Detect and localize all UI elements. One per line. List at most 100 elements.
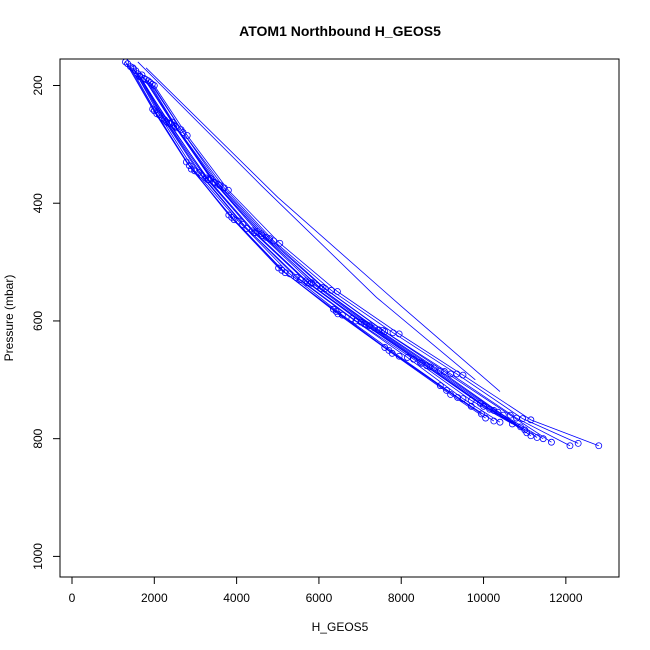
data-point (251, 229, 259, 237)
data-point (519, 415, 527, 423)
data-point (443, 387, 450, 394)
series-line (153, 85, 599, 447)
data-point (482, 414, 489, 422)
data-point (486, 405, 494, 413)
y-tick-label: 600 (31, 311, 45, 331)
data-point (136, 72, 144, 80)
series-line (145, 79, 544, 440)
y-tick-label: 200 (31, 75, 45, 95)
data-point (124, 60, 131, 68)
profile-series (148, 80, 582, 447)
series-line (151, 84, 579, 444)
profile-series (130, 65, 504, 426)
data-point (332, 308, 340, 315)
data-point (278, 266, 286, 274)
data-point (527, 416, 535, 424)
data-point (195, 169, 203, 177)
series-line (141, 74, 538, 438)
data-point (297, 276, 304, 284)
data-point (224, 186, 232, 194)
profile-segment (145, 67, 501, 392)
data-point (220, 184, 228, 192)
data-point (179, 129, 187, 136)
data-point (163, 118, 171, 126)
x-axis: 0 2000 4000 6000 8000 10000 12000 (69, 576, 583, 605)
data-point (214, 180, 222, 188)
y-axis: 200 400 600 800 1000 (31, 75, 61, 570)
data-point (423, 362, 431, 370)
data-point (533, 434, 541, 441)
data-point (327, 286, 335, 294)
data-point (478, 410, 485, 418)
profile-series (138, 71, 541, 441)
y-tick-label: 800 (31, 428, 45, 448)
series-line (133, 68, 501, 423)
profile-series (142, 76, 547, 443)
data-point (404, 354, 411, 361)
data-point (306, 280, 314, 288)
data-point (523, 429, 531, 437)
y-tick-label: 400 (31, 193, 45, 213)
data-point (165, 119, 173, 127)
x-tick-label: 10000 (467, 591, 501, 605)
data-point (228, 213, 236, 221)
profile-series (136, 72, 531, 437)
profile-series (144, 77, 555, 446)
x-tick-label: 12000 (549, 591, 583, 605)
x-tick-label: 8000 (388, 591, 415, 605)
data-point (480, 402, 487, 410)
chart-title: ATOM1 Northbound H_GEOS5 (239, 23, 441, 39)
series-line (139, 75, 527, 434)
profile-segment (137, 61, 476, 381)
data-point (548, 438, 555, 446)
y-tick-label: 1000 (31, 543, 45, 570)
data-point (168, 118, 176, 126)
data-point (508, 420, 516, 428)
data-point (436, 382, 444, 390)
profile-series (124, 60, 485, 418)
data-point (150, 107, 158, 115)
plot-frame (59, 58, 620, 578)
data-point (259, 232, 266, 239)
data-point (506, 411, 514, 419)
data-point (389, 329, 397, 337)
data-point (362, 321, 370, 328)
data-point (595, 442, 603, 450)
data-point (441, 368, 448, 375)
data-point (130, 65, 138, 73)
x-tick-label: 2000 (141, 591, 168, 605)
profile-series (132, 67, 516, 428)
data-point (230, 216, 238, 224)
profile-series (122, 59, 475, 410)
data-point (292, 273, 300, 281)
data-point (262, 233, 270, 241)
x-tick-label: 4000 (223, 591, 250, 605)
data-point (239, 221, 247, 228)
data-point (379, 326, 387, 334)
series-line (135, 70, 513, 425)
series-line (127, 63, 482, 415)
data-point (496, 418, 504, 426)
plot-area (122, 59, 603, 450)
data-point (122, 59, 129, 66)
data-point (319, 283, 327, 291)
data-point (270, 237, 278, 245)
series-line (137, 73, 525, 431)
data-point (385, 346, 393, 354)
data-point (185, 162, 193, 169)
x-tick-label: 0 (69, 591, 76, 605)
series-line (147, 80, 552, 443)
data-point (187, 165, 195, 173)
series-line (143, 78, 532, 437)
x-axis-label: H_GEOS5 (312, 620, 369, 634)
profile-series (140, 75, 535, 440)
data-point (144, 77, 152, 85)
data-point (459, 395, 467, 403)
x-tick-label: 6000 (306, 591, 333, 605)
y-axis-label: Pressure (mbar) (2, 275, 16, 362)
data-point (138, 71, 146, 79)
data-point (447, 391, 455, 398)
data-point (566, 442, 574, 450)
data-point (348, 315, 356, 322)
